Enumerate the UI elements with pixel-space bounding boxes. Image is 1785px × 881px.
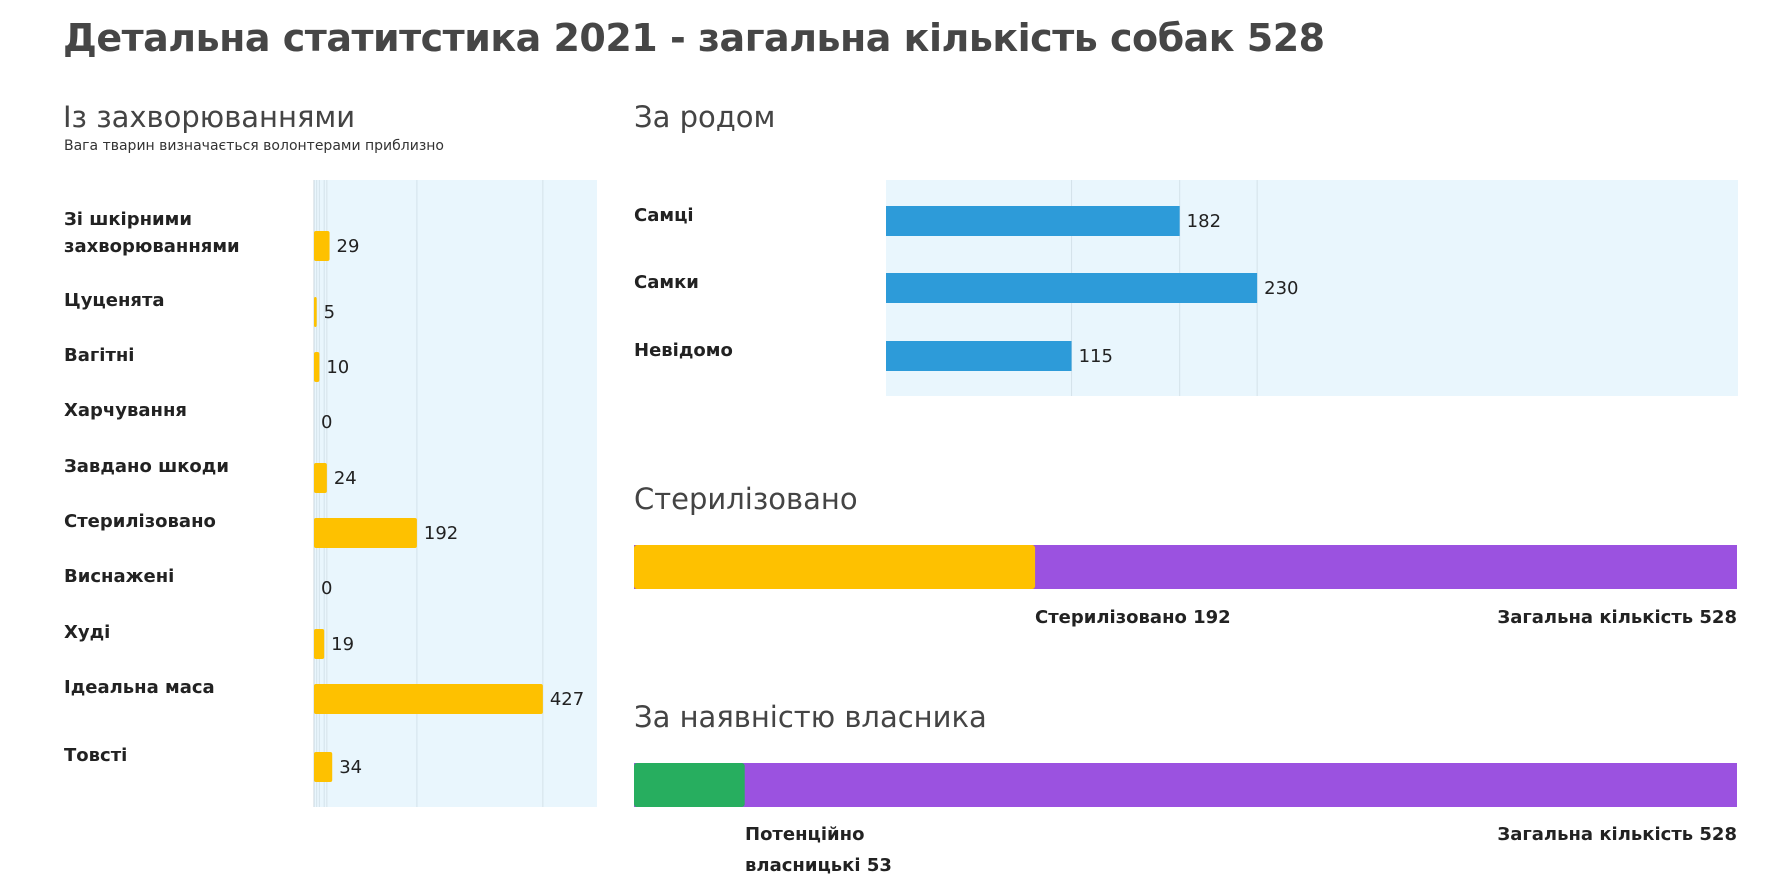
data-label: 230	[1264, 278, 1298, 299]
gender-title: За родом	[634, 100, 776, 134]
owner-part-label-line2: власницькі 53	[745, 855, 892, 876]
bar	[314, 297, 317, 327]
category-label: Виснажені	[64, 566, 174, 587]
data-label: 29	[337, 236, 360, 257]
bar	[314, 629, 325, 659]
data-label: 427	[550, 689, 584, 710]
data-label: 0	[321, 578, 332, 599]
gender-bar-chart: 182 Самці 230 Самки 115 Невідомо	[634, 180, 1738, 396]
bar	[314, 352, 320, 382]
data-label: 19	[331, 634, 354, 655]
category-label: Худі	[64, 622, 110, 643]
sterilized-total-label: Загальна кількість 528	[1497, 607, 1737, 628]
data-label: 34	[339, 757, 362, 778]
page-title: Детальна статитстика 2021 - загальна кіл…	[63, 16, 1325, 60]
data-label: 192	[424, 523, 458, 544]
category-label: Ідеальна маса	[64, 677, 215, 698]
category-label: Вагітні	[64, 345, 134, 366]
diseases-title: Із захворюваннями	[63, 100, 356, 134]
bar	[886, 341, 1072, 371]
total-segment	[634, 763, 1737, 807]
data-label: 0	[321, 412, 332, 433]
data-label: 24	[334, 468, 357, 489]
part-segment	[634, 545, 1036, 589]
bar	[314, 463, 327, 493]
category-label: Завдано шкоди	[64, 456, 229, 477]
data-label: 182	[1187, 211, 1221, 232]
bar	[886, 273, 1258, 303]
bar	[314, 684, 543, 714]
owner-title: За наявністю власника	[634, 700, 987, 734]
owner-total-label: Загальна кількість 528	[1497, 824, 1737, 845]
sterilized-title: Стерилізовано	[634, 482, 858, 516]
bar	[314, 752, 333, 782]
owner-part-label-line1: Потенційно	[745, 824, 865, 845]
sterilized-stacked-bar	[634, 545, 1737, 589]
bar	[886, 206, 1180, 236]
category-label: Стерилізовано	[64, 511, 216, 532]
bar	[314, 231, 330, 261]
category-label: Зі шкірними	[64, 209, 192, 230]
category-label: Цуценята	[64, 290, 165, 311]
data-label: 115	[1079, 346, 1113, 367]
category-label: Невідомо	[634, 340, 733, 361]
sterilized-part-label: Стерилізовано 192	[1035, 607, 1231, 628]
category-label: Харчування	[64, 400, 187, 421]
category-label: Самки	[634, 272, 699, 293]
category-label: Самці	[634, 205, 694, 226]
diseases-bar-chart: 29 Зі шкірними захворюваннями 5 Цуценята 10 Ва…	[64, 180, 597, 807]
data-label: 5	[324, 302, 335, 323]
part-segment	[634, 763, 745, 807]
owner-part-label: Потенційно власницькі 53	[745, 819, 892, 881]
category-label: захворюваннями	[64, 236, 240, 257]
bar	[314, 518, 417, 548]
category-label: Товсті	[64, 745, 127, 766]
data-label: 10	[326, 357, 349, 378]
diseases-subtitle: Вага тварин визначається волонтерами при…	[64, 138, 444, 154]
